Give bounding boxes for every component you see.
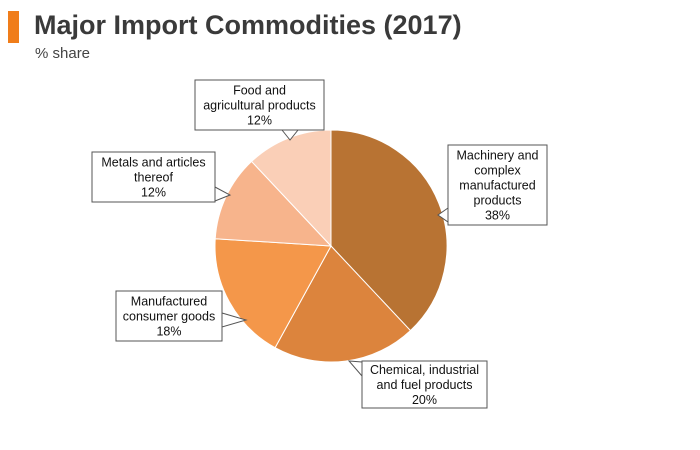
slice-category-label: thereof (134, 171, 173, 185)
slice-value-label: 12% (141, 186, 166, 200)
callout-box (91, 151, 216, 203)
slice-category-label: manufactured (459, 179, 535, 193)
title-accent-bar (8, 11, 19, 43)
slice-value-label: 12% (247, 114, 272, 128)
slice-value-label: 20% (412, 393, 437, 407)
slice-category-label: and fuel products (377, 378, 473, 392)
callout-box (447, 144, 548, 226)
slice-value-label: 38% (485, 209, 510, 223)
slice-label: Machinery andcomplexmanufacturedproducts… (437, 144, 548, 226)
slice-category-label: Metals and articles (101, 156, 205, 170)
slice-category-label: Manufactured (131, 295, 207, 309)
slice-category-label: products (474, 194, 522, 208)
slice-category-label: Chemical, industrial (370, 363, 479, 377)
slice-category-label: agricultural products (203, 99, 316, 113)
callout-box (361, 360, 488, 409)
slice-category-label: Food and (233, 84, 286, 98)
callout-pointer (347, 360, 363, 378)
pie-slice (330, 129, 448, 332)
slice-category-label: consumer goods (123, 310, 215, 324)
chart-title: Major Import Commodities (2017) (34, 10, 462, 40)
callout-box (194, 79, 325, 131)
callout-box (115, 290, 223, 342)
slice-value-label: 18% (156, 325, 181, 339)
pie-slice (274, 245, 412, 363)
slice-category-label: Machinery and (457, 149, 539, 163)
chart-subtitle: % share (35, 45, 91, 62)
slice-category-label: complex (474, 164, 521, 178)
